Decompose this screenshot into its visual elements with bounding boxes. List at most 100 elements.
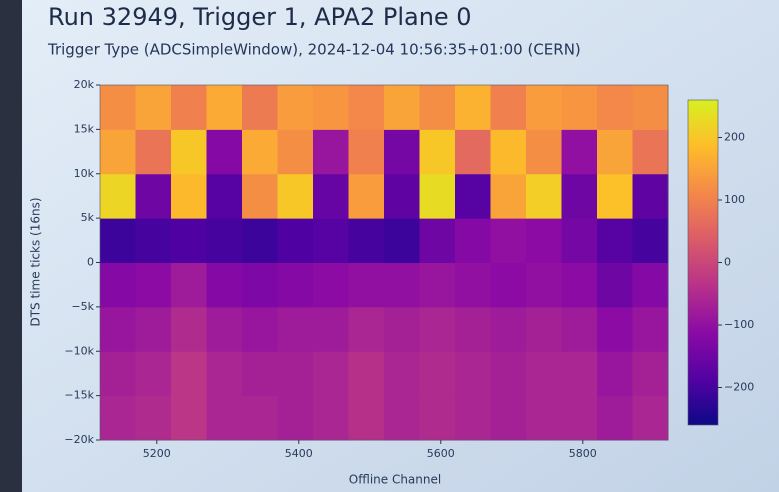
heatmap-cell <box>135 395 172 441</box>
heatmap-cell <box>135 351 172 397</box>
heatmap-cell <box>171 395 207 441</box>
heatmap-cell <box>242 85 278 130</box>
heatmap-cell <box>632 306 669 352</box>
heatmap-cell <box>455 395 491 441</box>
heatmap-cell <box>100 262 136 308</box>
heatmap-cell <box>206 262 243 308</box>
heatmap-cell <box>632 262 669 308</box>
heatmap-cell <box>135 85 172 130</box>
heatmap-cell <box>313 173 349 219</box>
heatmap-cell <box>135 218 172 263</box>
heatmap-cell <box>632 351 669 397</box>
heatmap-cell <box>242 173 278 219</box>
heatmap-cell <box>171 306 207 352</box>
heatmap-cell <box>455 218 491 263</box>
heatmap-cell <box>313 351 349 397</box>
heatmap-cell <box>206 218 243 263</box>
heatmap-cell <box>526 85 562 130</box>
heatmap-cell <box>171 262 207 308</box>
heatmap-cell <box>561 262 598 308</box>
heatmap-cell <box>242 129 278 175</box>
y-tick-label: 0 <box>87 256 94 269</box>
heatmap-cell <box>419 85 456 130</box>
heatmap-cell <box>455 129 491 175</box>
heatmap-cell <box>206 351 243 397</box>
heatmap-cell <box>348 173 385 219</box>
heatmap-cell <box>419 262 456 308</box>
heatmap-cell <box>490 218 527 263</box>
heatmap-cell <box>171 85 207 130</box>
heatmap-cell <box>100 395 136 441</box>
heatmap-cell <box>490 306 527 352</box>
heatmap-cell <box>313 129 349 175</box>
heatmap-cell <box>384 173 420 219</box>
heatmap-cell <box>526 351 562 397</box>
heatmap-cell <box>597 351 633 397</box>
heatmap-cell <box>242 262 278 308</box>
heatmap-cell <box>277 306 314 352</box>
heatmap-cell <box>526 306 562 352</box>
heatmap-cell <box>384 218 420 263</box>
y-tick-label: −15k <box>64 389 94 402</box>
heatmap-cell <box>313 85 349 130</box>
heatmap-cell <box>419 306 456 352</box>
heatmap-cell <box>561 395 598 441</box>
heatmap-cell <box>100 351 136 397</box>
heatmap-cell <box>277 173 314 219</box>
heatmap-cell <box>100 173 136 219</box>
heatmap-cell <box>490 85 527 130</box>
heatmap-cell <box>277 262 314 308</box>
heatmap-cell <box>490 173 527 219</box>
heatmap-cell <box>490 262 527 308</box>
heatmap-cell <box>597 173 633 219</box>
heatmap-cell <box>561 173 598 219</box>
heatmap-cell <box>597 85 633 130</box>
heatmap-cell <box>135 262 172 308</box>
heatmap-cell <box>597 218 633 263</box>
heatmap-cell <box>348 218 385 263</box>
heatmap-cell <box>206 85 243 130</box>
heatmap-cell <box>419 351 456 397</box>
heatmap-cell <box>384 129 420 175</box>
heatmap-cell <box>384 395 420 441</box>
colorbar-tick-label: −100 <box>724 318 754 331</box>
heatmap-cell <box>348 395 385 441</box>
heatmap-cell <box>384 262 420 308</box>
heatmap-cell <box>561 129 598 175</box>
heatmap-cell <box>277 395 314 441</box>
heatmap-cell <box>171 351 207 397</box>
colorbar-tick-label: −200 <box>724 381 754 394</box>
heatmap-cell <box>419 129 456 175</box>
y-tick-label: 5k <box>81 211 95 224</box>
y-tick-label: 20k <box>74 78 95 91</box>
x-tick-label: 5800 <box>569 447 597 460</box>
heatmap-cell <box>526 173 562 219</box>
heatmap-cell <box>526 129 562 175</box>
heatmap-cell <box>561 85 598 130</box>
x-tick-label: 5200 <box>143 447 171 460</box>
heatmap-cell <box>561 218 598 263</box>
heatmap-cell <box>597 306 633 352</box>
x-axis-label: Offline Channel <box>349 473 441 487</box>
heatmap-cell <box>419 395 456 441</box>
heatmap-cell <box>135 306 172 352</box>
heatmap-cell <box>490 129 527 175</box>
colorbar-tick-label: 0 <box>724 256 731 269</box>
heatmap-cell <box>490 351 527 397</box>
heatmap-cell <box>597 262 633 308</box>
heatmap-cell <box>277 85 314 130</box>
y-tick-label: −20k <box>64 433 94 446</box>
chart-subtitle: Trigger Type (ADCSimpleWindow), 2024-12-… <box>47 41 581 59</box>
heatmap-cell <box>384 351 420 397</box>
heatmap-cell <box>419 173 456 219</box>
heatmap-cell <box>135 129 172 175</box>
heatmap-cell <box>455 262 491 308</box>
heatmap-cell <box>100 129 136 175</box>
heatmap-cell <box>561 351 598 397</box>
heatmap-cell <box>348 129 385 175</box>
heatmap-cell <box>597 395 633 441</box>
heatmap-cell <box>171 129 207 175</box>
heatmap-cell <box>632 395 669 441</box>
heatmap-cell <box>171 218 207 263</box>
